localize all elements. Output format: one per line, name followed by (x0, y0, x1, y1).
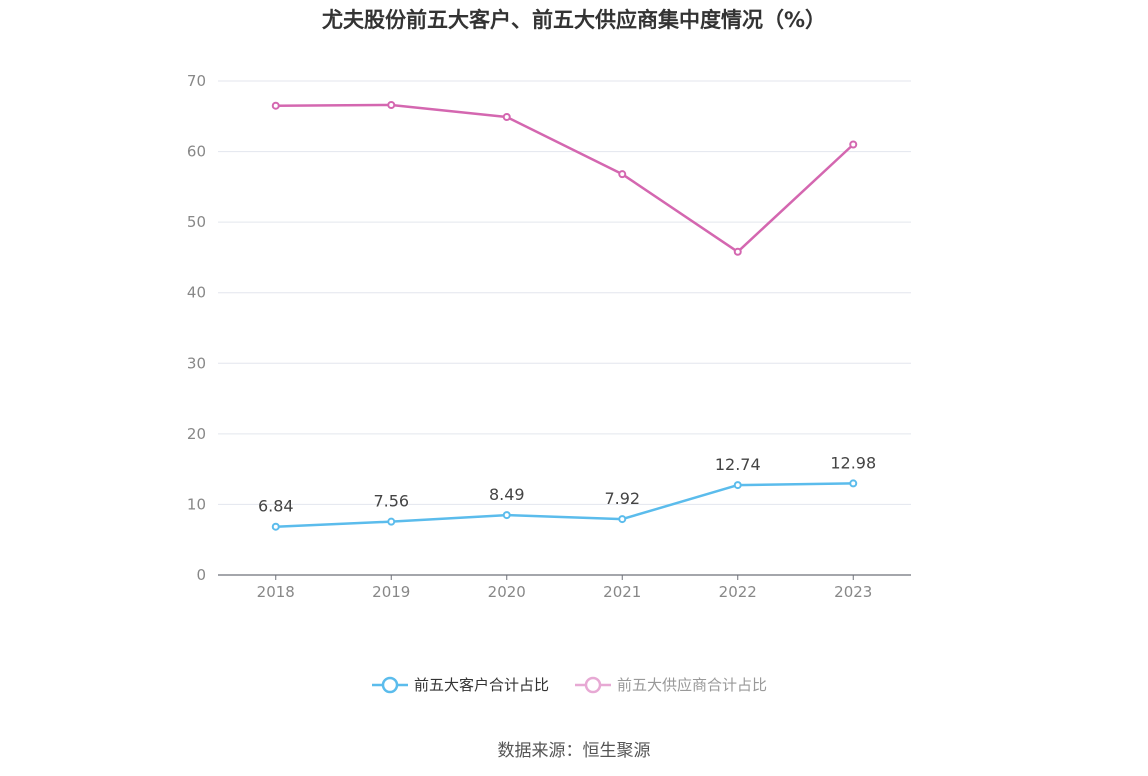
data-label: 7.92 (604, 489, 640, 508)
data-point[interactable] (849, 479, 858, 488)
data-point[interactable] (387, 100, 396, 109)
data-point[interactable] (733, 481, 742, 490)
data-label: 12.74 (715, 455, 761, 474)
legend-item-1[interactable]: 前五大供应商合计占比 (575, 676, 767, 694)
series-layer (271, 100, 858, 531)
series-line-0 (275, 482, 854, 528)
data-point[interactable] (387, 517, 396, 526)
legend-marker (584, 676, 602, 694)
x-axis-ticks: 2018 2019 2020 2021 2022 2023 (257, 575, 872, 601)
y-tick-label: 40 (187, 284, 206, 302)
legend-label: 前五大客户合计占比 (414, 676, 549, 694)
data-source: 数据来源：恒生聚源 (497, 741, 651, 761)
series-line-1 (275, 103, 855, 254)
y-tick-label: 0 (196, 566, 206, 584)
y-tick-label: 70 (187, 72, 206, 90)
x-tick-label: 2022 (719, 583, 757, 601)
legend-label: 前五大供应商合计占比 (617, 676, 767, 694)
data-point[interactable] (618, 170, 627, 179)
y-tick-label: 20 (187, 425, 206, 443)
data-point[interactable] (271, 522, 280, 531)
y-tick-label: 10 (187, 495, 206, 513)
data-label: 8.49 (489, 485, 525, 504)
x-tick-label: 2020 (488, 583, 526, 601)
x-tick-label: 2019 (372, 583, 410, 601)
gridlines (218, 80, 911, 505)
data-label: 6.84 (258, 497, 294, 516)
legend-marker (381, 676, 399, 694)
data-point[interactable] (618, 515, 627, 524)
y-tick-label: 60 (187, 143, 206, 161)
x-tick-label: 2018 (257, 583, 295, 601)
legend[interactable]: 前五大客户合计占比 前五大供应商合计占比 (372, 676, 767, 694)
x-tick-label: 2023 (834, 583, 872, 601)
y-tick-label: 50 (187, 213, 206, 231)
y-axis-ticks: 0 10 20 30 40 50 60 70 (187, 72, 206, 584)
chart-title: 尤夫股份前五大客户、前五大供应商集中度情况（%） (321, 8, 827, 32)
data-point[interactable] (502, 112, 511, 121)
data-labels: 6.84 7.56 8.49 7.92 12.74 12.98 (258, 453, 876, 515)
data-point[interactable] (502, 511, 511, 520)
data-point[interactable] (271, 101, 280, 110)
y-tick-label: 30 (187, 354, 206, 372)
data-label: 7.56 (373, 492, 409, 511)
legend-item-0[interactable]: 前五大客户合计占比 (372, 676, 549, 694)
data-point[interactable] (733, 247, 742, 256)
data-point[interactable] (849, 140, 858, 149)
x-tick-label: 2021 (603, 583, 641, 601)
data-label: 12.98 (830, 453, 876, 472)
